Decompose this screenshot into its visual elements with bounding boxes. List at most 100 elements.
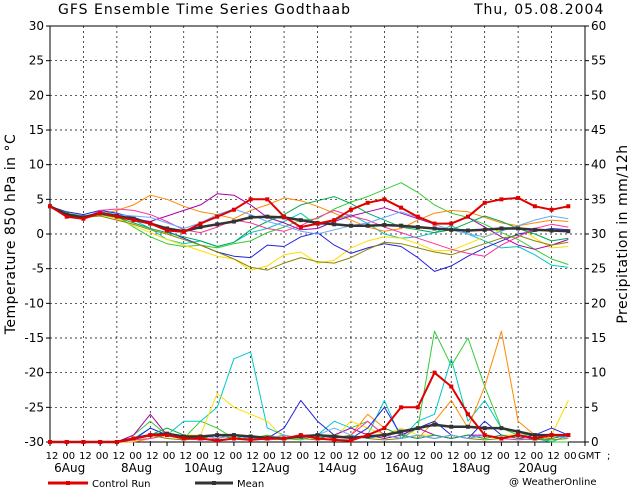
temp-member-line <box>49 194 569 232</box>
precip-mean-point <box>415 426 420 431</box>
temp-mean-point <box>432 226 437 231</box>
y-tick-label-right: 45 <box>591 123 606 137</box>
temp-control-point <box>64 214 69 219</box>
temp-control-point <box>81 216 86 221</box>
temp-control-point <box>532 204 537 209</box>
x-date-label: 8Aug <box>121 461 152 475</box>
precip-control-point <box>231 436 236 441</box>
temp-control-point <box>298 225 303 230</box>
temp-control-point <box>148 221 153 226</box>
precip-control-point <box>298 433 303 438</box>
precip-mean-point <box>499 426 504 431</box>
y-tick-label-right: 5 <box>591 400 599 414</box>
temp-member-line <box>49 205 569 271</box>
precip-mean-point <box>248 434 253 439</box>
precip-mean-point <box>432 422 437 427</box>
x-date-label: 10Aug <box>184 461 223 475</box>
precip-mean-point <box>532 433 537 438</box>
legend-mean-point <box>212 481 216 485</box>
x-hour-label: 00 <box>263 451 276 462</box>
x-hour-label: 12 <box>380 451 393 462</box>
x-hour-label: 12 <box>113 451 126 462</box>
temp-control-point <box>198 221 203 226</box>
temp-mean-point <box>64 212 69 217</box>
temp-control-point <box>499 197 504 202</box>
precip-control-point <box>332 437 337 442</box>
temp-mean-point <box>198 225 203 230</box>
y-tick-label-right: 20 <box>591 296 606 310</box>
precip-control-point <box>248 437 253 442</box>
temp-member-line <box>49 196 569 247</box>
temp-member-line <box>49 182 569 265</box>
y-tick-label-right: 25 <box>591 262 606 276</box>
precip-control-point <box>348 438 353 443</box>
x-hour-label: 00 <box>62 451 75 462</box>
temp-control-point <box>98 211 103 216</box>
y-tick-label-left: -25 <box>24 400 44 414</box>
temp-mean-point <box>231 219 236 224</box>
temp-member-line <box>49 205 569 271</box>
precip-control-point <box>499 436 504 441</box>
y-tick-label-left: -5 <box>32 262 44 276</box>
temp-mean-point <box>449 227 454 232</box>
x-hour-label: 12 <box>347 451 360 462</box>
x-date-label: 12Aug <box>251 461 290 475</box>
y-tick-label-right: 35 <box>591 192 606 206</box>
precip-mean-point <box>516 429 521 434</box>
x-hour-label: 00 <box>564 451 577 462</box>
precip-control-point <box>365 433 370 438</box>
x-date-label: 6Aug <box>54 461 85 475</box>
x-hour-label: 12 <box>146 451 159 462</box>
x-gmt-label: GMT <box>578 451 601 462</box>
precip-control-point <box>81 440 86 444</box>
x-hour-label: 12 <box>313 451 326 462</box>
temp-mean-point <box>265 214 270 219</box>
x-hour-label: 00 <box>129 451 142 462</box>
temp-control-point <box>231 207 236 212</box>
x-hour-label: 12 <box>79 451 92 462</box>
y-tick-label-left: 30 <box>29 19 44 33</box>
temp-control-point <box>415 214 420 219</box>
precip-control-point <box>566 433 571 438</box>
temp-control-point <box>449 221 454 226</box>
temp-mean-point <box>566 229 571 234</box>
temp-mean-point <box>499 226 504 231</box>
legend-control-point <box>66 481 70 485</box>
precip-control-point <box>382 426 387 431</box>
x-hour-label: 00 <box>230 451 243 462</box>
temp-mean-point <box>482 227 487 232</box>
precip-control-point <box>465 412 470 417</box>
precip-mean-point <box>181 434 186 439</box>
y-tick-label-right: 50 <box>591 88 606 102</box>
temp-mean-point <box>549 228 554 233</box>
x-hour-label: 12 <box>213 451 226 462</box>
temp-control-point <box>165 228 170 233</box>
x-hour-label: 00 <box>163 451 176 462</box>
temp-mean-point <box>365 223 370 228</box>
y-tick-label-right: 0 <box>591 435 599 449</box>
forecast-date: Thu, 05.08.2004 <box>473 2 604 18</box>
x-hour-label: 12 <box>447 451 460 462</box>
temp-member-line <box>49 205 569 238</box>
x-hour-label: 12 <box>179 451 192 462</box>
x-hour-label: 12 <box>46 451 59 462</box>
x-hour-label: 00 <box>430 451 443 462</box>
temp-control-point <box>114 214 119 219</box>
y-tick-label-left: 5 <box>36 192 44 206</box>
temp-mean-point <box>165 226 170 231</box>
precip-control-point <box>64 440 69 444</box>
temp-mean-point <box>298 218 303 223</box>
precip-control-point <box>432 370 437 375</box>
temp-mean-point <box>215 222 220 227</box>
precip-control-point <box>265 436 270 441</box>
precip-control-point <box>315 436 320 441</box>
precip-control-point <box>98 440 103 444</box>
precip-control-point <box>165 433 170 438</box>
x-hour-label: 12 <box>280 451 293 462</box>
temp-mean-point <box>399 223 404 228</box>
precip-control-point <box>181 436 186 441</box>
temp-mean-point <box>348 223 353 228</box>
temp-control-point <box>48 204 52 209</box>
x-hour-label: 00 <box>464 451 477 462</box>
